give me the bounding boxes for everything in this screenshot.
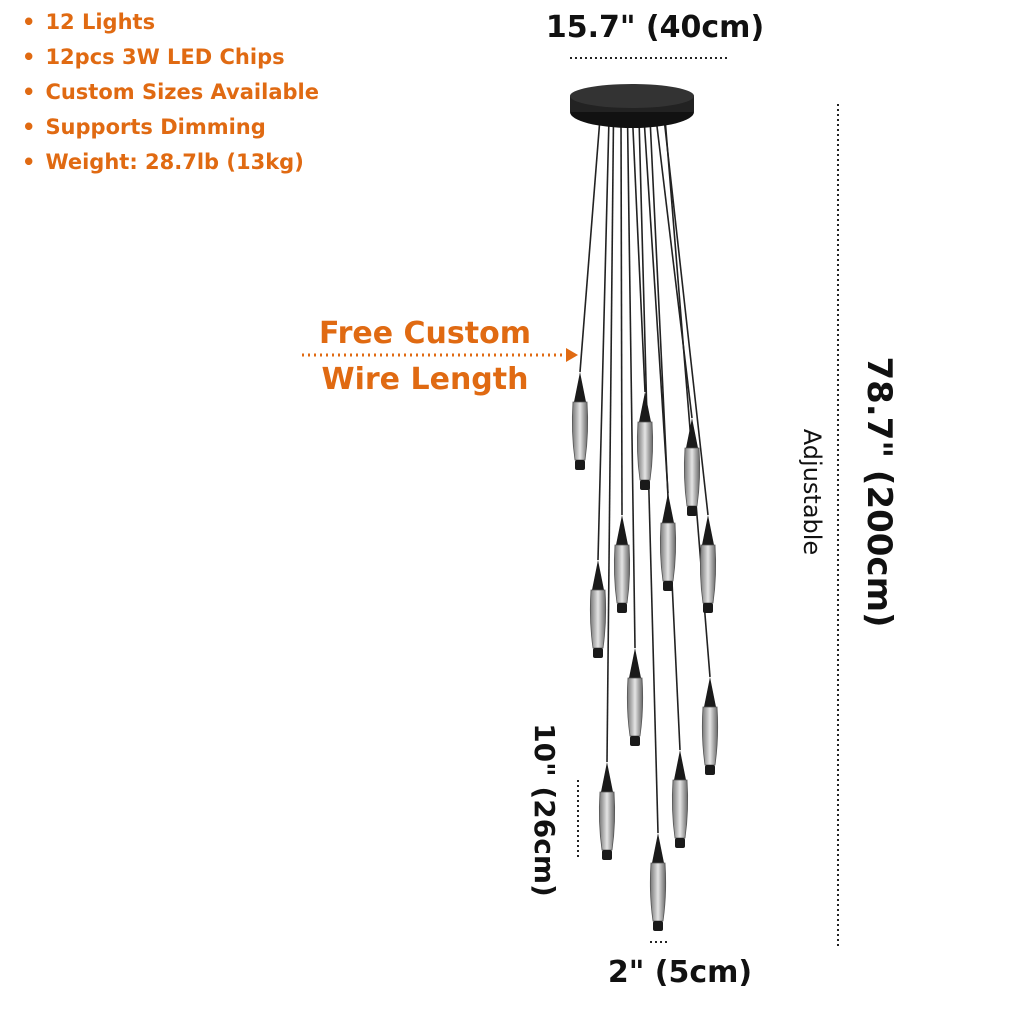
pendant-lamp: [570, 84, 718, 931]
pendant-shade: [650, 833, 665, 931]
feature: 12 Lights: [22, 10, 319, 45]
dimension-label: 10" (26cm): [528, 723, 561, 897]
wire: [631, 117, 646, 393]
dimension-label: 15.7" (40cm): [546, 10, 764, 45]
pendant-shade: [599, 762, 614, 860]
wire: [663, 117, 709, 516]
wire: [643, 117, 669, 494]
feature-list: 12 Lights 12pcs 3W LED Chips Custom Size…: [22, 10, 319, 185]
dimension-lines: [570, 57, 839, 946]
dimension-label: 2" (5cm): [608, 955, 752, 990]
wire: [649, 117, 681, 751]
wire: [597, 117, 610, 561]
pendant-shade: [684, 418, 699, 516]
pendant-shade: [637, 392, 652, 490]
feature: Supports Dimming: [22, 115, 319, 150]
callout-text: Free Custom: [319, 316, 531, 351]
wire: [579, 117, 601, 373]
wire: [655, 117, 693, 419]
wire: [606, 117, 615, 763]
canopy-top: [570, 84, 694, 108]
pendant-shade: [627, 648, 642, 746]
feature: 12pcs 3W LED Chips: [22, 45, 319, 80]
pendant-shade: [672, 750, 687, 848]
pendant-shade: [590, 560, 605, 658]
feature: Custom Sizes Available: [22, 80, 319, 115]
callout-text: Wire Length: [322, 362, 529, 397]
pendant-shade: [660, 493, 675, 591]
wire: [620, 117, 623, 516]
pendant-shade: [700, 515, 715, 613]
arrow-head: [566, 348, 578, 362]
dimension-note: Adjustable: [798, 429, 826, 555]
wire: [626, 117, 636, 649]
pendant-shade: [702, 677, 717, 775]
feature: Weight: 28.7lb (13kg): [22, 150, 319, 185]
pendant-shade: [572, 372, 587, 470]
dimension-label: 78.7" (200cm): [859, 356, 899, 627]
pendant-shade: [614, 515, 629, 613]
